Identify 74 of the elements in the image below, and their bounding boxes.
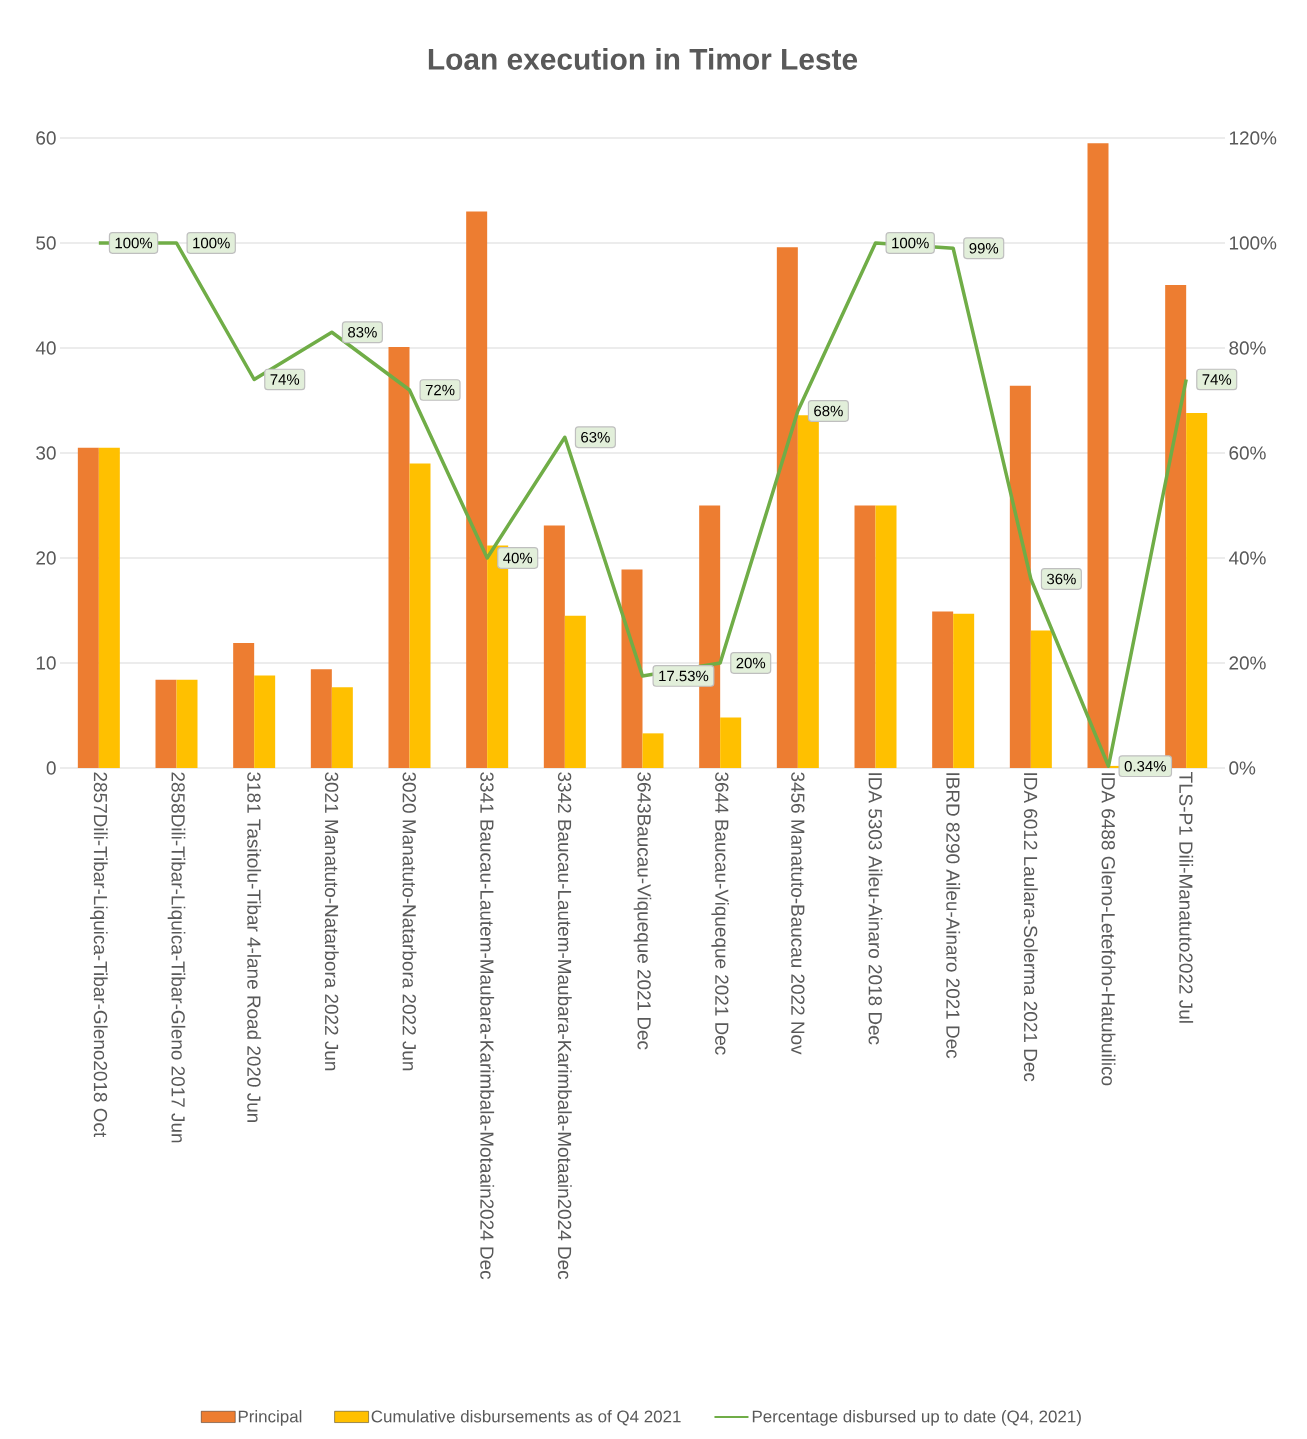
x-tick-label: 3181 Tasitolu-Tibar 4-lane Road 2020 Jun bbox=[247, 772, 262, 1123]
y-tick-label: 0 bbox=[46, 761, 56, 775]
data-label: 74% bbox=[1202, 374, 1232, 385]
data-label: 20% bbox=[736, 657, 766, 669]
y2-tick-label: 80% bbox=[1229, 341, 1266, 355]
x-tick-label: 3341 Baucau-Lautem-Maubara-Karimbala-Motaain2024 Dec bbox=[480, 772, 495, 1280]
bar bbox=[1009, 385, 1031, 768]
x-tick-label: 3456 Manatuto-Baucau 2022 Nov bbox=[791, 772, 805, 1055]
data-label: 17.53% bbox=[659, 670, 709, 682]
bar bbox=[854, 505, 876, 768]
x-tick-label: IDA 6488 Gleno-Letefoho-Hatubuilico bbox=[1101, 773, 1116, 1086]
data-label: 83% bbox=[348, 326, 377, 338]
y2-tick-label: 60% bbox=[1229, 446, 1266, 460]
x-tick-label: TLS-P1 Dili-Manatuto2022 Jul bbox=[1179, 771, 1194, 1023]
y2-tick-label: 20% bbox=[1229, 656, 1266, 670]
y-tick-label: 30 bbox=[36, 446, 56, 460]
x-tick-label: 2857Dili-Tibar-Liquica-Tibar-Gleno2018 Oct bbox=[90, 772, 108, 1138]
data-label: 74% bbox=[270, 374, 300, 385]
bar bbox=[254, 675, 276, 768]
data-label: 40% bbox=[503, 552, 533, 564]
data-label: 63% bbox=[581, 431, 610, 443]
bar bbox=[77, 447, 99, 768]
y-tick-label: 50 bbox=[36, 236, 56, 250]
x-tick-label: IDA 5303 Aileu-Ainaro 2018 Dec bbox=[868, 773, 883, 1045]
y-tick-label: 40 bbox=[35, 341, 56, 355]
bar bbox=[564, 615, 586, 768]
x-tick-label: 3644 Baucau-Viqueque 2021 Dec bbox=[711, 772, 729, 1055]
bar bbox=[409, 463, 431, 768]
y-tick-label: 10 bbox=[36, 656, 56, 670]
bar bbox=[1165, 285, 1187, 768]
bar bbox=[310, 669, 332, 768]
data-label: 100% bbox=[193, 237, 230, 249]
y2-tick-label: 0% bbox=[1229, 761, 1256, 775]
y2-tick-label: 120% bbox=[1229, 131, 1277, 145]
bar bbox=[233, 643, 255, 768]
data-label: 100% bbox=[115, 237, 153, 249]
bar bbox=[98, 447, 120, 768]
data-label: 68% bbox=[814, 405, 843, 417]
bar bbox=[388, 346, 410, 768]
bar bbox=[1186, 413, 1208, 768]
x-tick-label: 3643Baucau-Viqueque 2021 Dec bbox=[633, 772, 652, 1050]
data-label: 99% bbox=[969, 242, 999, 254]
bar bbox=[543, 525, 565, 768]
x-tick-label: IBRD 8290 Aileu-Ainaro 2021 Dec bbox=[946, 773, 961, 1059]
bar bbox=[642, 733, 664, 768]
bar bbox=[776, 247, 798, 768]
bar bbox=[875, 505, 897, 768]
legend-label: Principal bbox=[238, 1410, 302, 1426]
bar bbox=[720, 717, 742, 768]
y2-tick-label: 40% bbox=[1228, 551, 1266, 565]
bar bbox=[1030, 630, 1052, 768]
legend-label: Cumulative disbursements as of Q4 2021 bbox=[371, 1410, 681, 1426]
y2-tick-label: 100% bbox=[1229, 236, 1277, 250]
data-label: 72% bbox=[425, 384, 455, 396]
x-tick-label: 3020 Manatuto-Natarbora 2022 Jun bbox=[402, 772, 417, 1071]
bar bbox=[466, 211, 488, 768]
x-tick-label: IDA 6012 Laulara-Solerma 2021 Dec bbox=[1023, 773, 1038, 1082]
bar bbox=[331, 687, 353, 768]
legend-label: Percentage disbursed up to date (Q4, 2021) bbox=[752, 1410, 1081, 1426]
y-tick-label: 60 bbox=[36, 131, 56, 145]
data-label: 100% bbox=[892, 237, 929, 249]
bar bbox=[1087, 143, 1109, 768]
data-label: 36% bbox=[1047, 573, 1076, 585]
chart-title: Loan execution in Timor Leste bbox=[428, 47, 858, 70]
y-tick-label: 20 bbox=[36, 551, 56, 565]
x-tick-label: 3342 Baucau-Lautem-Maubara-Karimbala-Motaain2024 Dec bbox=[557, 772, 572, 1280]
bar bbox=[621, 569, 643, 768]
data-label: 0.34% bbox=[1124, 760, 1166, 772]
bar bbox=[176, 679, 198, 768]
bar bbox=[953, 613, 975, 768]
bar bbox=[155, 679, 177, 768]
bar bbox=[932, 611, 954, 768]
x-tick-label: 3021 Manatuto-Natarbora 2022 Jun bbox=[324, 772, 339, 1071]
x-tick-label: 2858Dili-Tibar-Liquica-Tibar-Gleno 2017 Jun bbox=[167, 772, 186, 1143]
